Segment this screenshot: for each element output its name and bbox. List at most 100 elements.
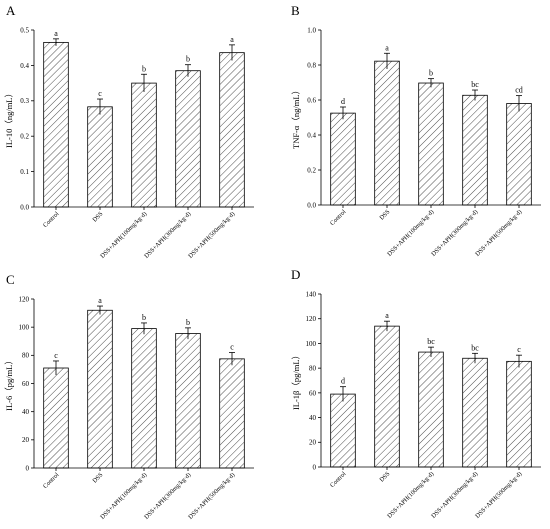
bar [506, 103, 532, 206]
y-axis-label: IL-10（ng/mL） [4, 89, 14, 148]
panel-letter: C [6, 272, 15, 287]
bar [131, 328, 157, 469]
significance-label: bc [471, 343, 479, 352]
significance-label: c [98, 89, 102, 98]
x-tick-label: DSS+APH(300mg/kg·d) [430, 208, 479, 257]
bar [330, 393, 356, 468]
x-tick-label: DSS+APH(500mg/kg·d) [187, 210, 236, 259]
bar [374, 60, 400, 206]
x-tick-label: DSS [91, 210, 104, 223]
significance-label: b [186, 318, 190, 327]
x-tick-label: DSS+APH(500mg/kg·d) [474, 470, 523, 519]
y-tick-label: 100 [306, 340, 317, 348]
y-tick-label: 0.4 [20, 62, 29, 70]
significance-label: a [98, 296, 102, 305]
y-tick-label: 0 [26, 464, 30, 472]
x-tick-label: DSS+APH(500mg/kg·d) [187, 471, 236, 520]
bar [43, 367, 69, 469]
bar [374, 325, 400, 468]
y-tick-label: 60 [22, 380, 30, 388]
panel-c: C 0 20 40 60 80 100 120 IL-6（pg/mL） c Control a DSS b… [4, 272, 254, 521]
bar [175, 70, 201, 208]
y-tick-label: 80 [22, 352, 30, 360]
y-tick-label: 20 [309, 439, 317, 447]
x-tick-label: DSS+APH(300mg/kg·d) [430, 470, 479, 519]
y-tick-label: 0.0 [307, 201, 316, 209]
y-tick-label: 80 [309, 365, 317, 373]
bar [330, 112, 356, 206]
y-axis-label: IL-6（pg/mL） [4, 356, 14, 411]
bar [418, 82, 444, 206]
significance-label: a [230, 35, 234, 44]
significance-label: a [54, 29, 58, 38]
significance-label: d [341, 377, 345, 386]
y-tick-label: 0.4 [307, 131, 316, 139]
x-tick-label: DSS+APH(300mg/kg·d) [143, 471, 192, 520]
significance-label: d [341, 97, 345, 106]
significance-label: c [517, 345, 521, 354]
significance-label: cd [515, 86, 523, 95]
y-tick-label: 100 [19, 324, 30, 332]
significance-label: b [429, 69, 433, 78]
x-tick-label: DSS+APH(100mg/kg·d) [386, 208, 435, 257]
x-tick-label: DSS+APH(100mg/kg·d) [99, 210, 148, 259]
bar [462, 94, 488, 206]
significance-label: bc [427, 337, 435, 346]
bar [462, 357, 488, 468]
panel-letter: B [291, 3, 300, 18]
x-tick-label: DSS+APH(100mg/kg·d) [386, 470, 435, 519]
y-tick-label: 40 [309, 414, 317, 422]
panel-a: A 0.0 0.1 0.2 0.3 0.4 0.5 IL-10（ng/mL） a Control c… [4, 3, 254, 260]
bar [87, 106, 113, 208]
y-tick-label: 0.1 [20, 168, 29, 176]
significance-label: c [54, 351, 58, 360]
panel-letter: A [6, 3, 16, 18]
bar [418, 351, 444, 468]
y-axis-label: IL-1β（pg/mL） [291, 351, 301, 410]
y-tick-label: 140 [306, 290, 317, 298]
x-tick-label: DSS+APH(500mg/kg·d) [474, 208, 523, 257]
x-tick-label: Control [42, 210, 61, 229]
panel-d: D 0 20 40 60 80 100 120 140 IL-1β（pg/mL） d Control a… [291, 267, 541, 520]
bar [219, 358, 245, 469]
bar [131, 82, 157, 208]
x-tick-label: DSS [378, 208, 391, 221]
bar [43, 41, 69, 208]
bar [87, 309, 113, 469]
y-tick-label: 0.6 [307, 96, 316, 104]
bar [219, 52, 245, 208]
y-tick-label: 0.2 [307, 166, 316, 174]
significance-label: b [186, 55, 190, 64]
x-tick-label: Control [329, 470, 348, 489]
panel-letter: D [291, 267, 300, 282]
y-tick-label: 0 [313, 463, 317, 471]
y-tick-label: 0.3 [20, 97, 29, 105]
y-tick-label: 120 [306, 315, 317, 323]
y-tick-label: 1.0 [307, 26, 316, 34]
significance-label: bc [471, 80, 479, 89]
y-tick-label: 40 [22, 408, 30, 416]
y-tick-label: 20 [22, 436, 30, 444]
significance-label: b [142, 64, 146, 73]
y-axis-label: TNF-α（ng/mL） [291, 86, 301, 149]
bar [506, 360, 532, 468]
significance-label: a [385, 43, 389, 52]
significance-label: b [142, 313, 146, 322]
y-tick-label: 0.5 [20, 26, 29, 34]
y-tick-label: 120 [19, 295, 30, 303]
y-tick-label: 0.8 [307, 61, 316, 69]
x-tick-label: DSS+APH(300mg/kg·d) [143, 210, 192, 259]
significance-label: c [230, 343, 234, 352]
x-tick-label: DSS+APH(100mg/kg·d) [99, 471, 148, 520]
y-tick-label: 0.2 [20, 133, 29, 141]
y-tick-label: 0.0 [20, 203, 29, 211]
significance-label: a [385, 311, 389, 320]
y-tick-label: 60 [309, 389, 317, 397]
bar [175, 333, 201, 469]
panel-b: B 0.0 0.2 0.4 0.6 0.8 1.0 TNF-α（ng/mL） d Control a… [291, 3, 541, 258]
x-tick-label: Control [329, 208, 348, 227]
x-tick-label: DSS [378, 470, 391, 483]
x-tick-label: Control [42, 471, 61, 490]
x-tick-label: DSS [91, 471, 104, 484]
